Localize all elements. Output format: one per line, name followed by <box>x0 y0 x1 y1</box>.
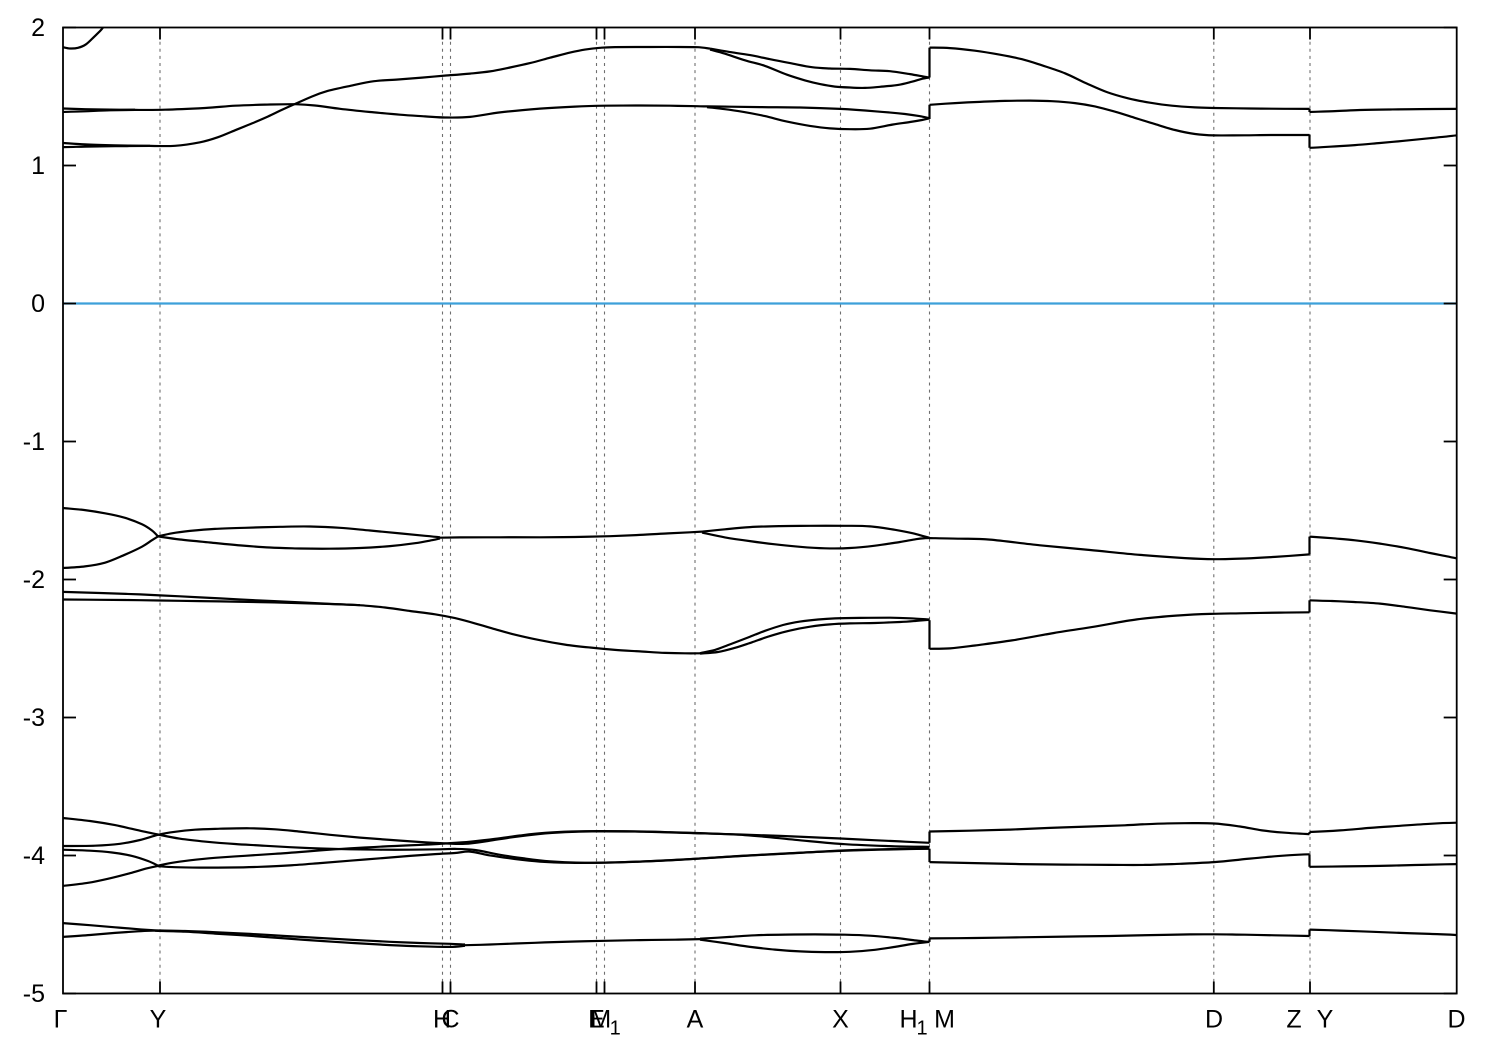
svg-text:-5: -5 <box>23 980 45 1008</box>
svg-text:D: D <box>1205 1006 1223 1034</box>
svg-text:M: M <box>934 1006 955 1034</box>
svg-text:C: C <box>441 1006 459 1034</box>
svg-text:H: H <box>433 1006 451 1034</box>
svg-text:H: H <box>899 1006 917 1034</box>
svg-text:Γ: Γ <box>54 1006 68 1034</box>
svg-text:1: 1 <box>31 152 45 180</box>
svg-text:1: 1 <box>916 1018 927 1040</box>
svg-text:M: M <box>590 1006 611 1034</box>
svg-text:E: E <box>588 1006 605 1034</box>
svg-text:-3: -3 <box>23 704 45 732</box>
svg-text:A: A <box>687 1006 704 1034</box>
svg-text:1: 1 <box>610 1018 621 1040</box>
svg-text:-4: -4 <box>23 842 45 870</box>
svg-text:X: X <box>832 1006 849 1034</box>
svg-text:-1: -1 <box>23 428 45 456</box>
svg-text:-2: -2 <box>23 566 45 594</box>
svg-text:Y: Y <box>1317 1006 1334 1034</box>
svg-text:0: 0 <box>31 290 45 318</box>
svg-text:Z: Z <box>1286 1006 1301 1034</box>
svg-text:D: D <box>1447 1006 1465 1034</box>
svg-text:2: 2 <box>31 14 45 42</box>
svg-text:Y: Y <box>150 1006 167 1034</box>
